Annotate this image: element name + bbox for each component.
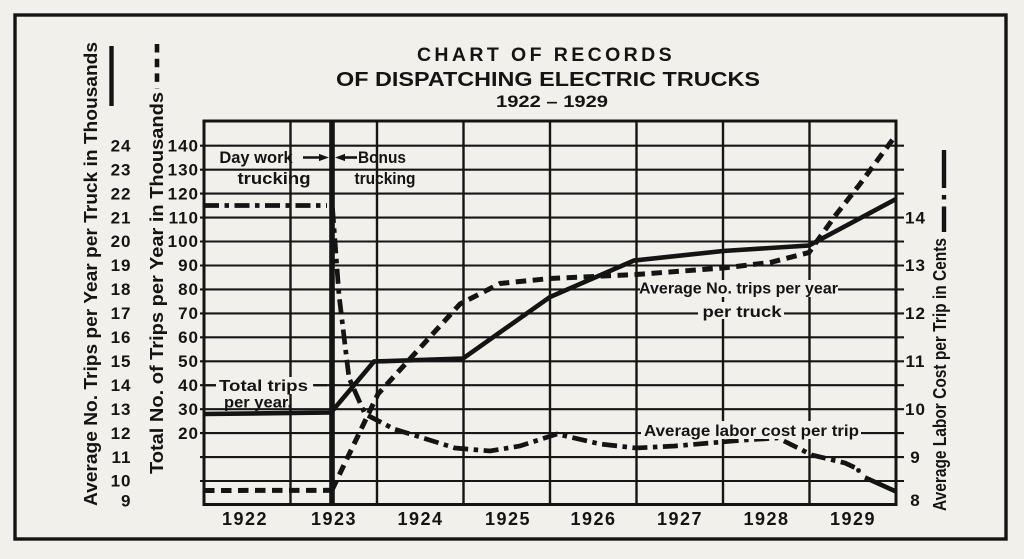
svg-text:1928: 1928: [743, 509, 789, 529]
svg-text:70: 70: [178, 304, 199, 323]
svg-text:1922: 1922: [222, 509, 268, 529]
svg-text:13: 13: [111, 400, 132, 419]
svg-text:140: 140: [168, 136, 199, 155]
svg-text:per truck: per truck: [703, 304, 782, 321]
svg-text:Average labor cost per trip: Average labor cost per trip: [644, 423, 859, 440]
svg-text:1929: 1929: [830, 509, 876, 529]
svg-text:Total No. of Trips per Year in: Total No. of Trips per Year in Thousands: [146, 92, 167, 474]
svg-text:30: 30: [178, 400, 199, 419]
svg-text:trucking: trucking: [355, 170, 416, 188]
svg-text:Day work: Day work: [219, 149, 293, 167]
svg-text:17: 17: [111, 304, 132, 323]
svg-text:12: 12: [111, 424, 132, 443]
svg-text:9: 9: [121, 492, 131, 511]
svg-text:60: 60: [178, 328, 199, 347]
svg-text:10: 10: [905, 400, 926, 419]
svg-text:8: 8: [910, 491, 920, 510]
svg-text:OF DISPATCHING ELECTRIC TRUCKS: OF DISPATCHING ELECTRIC TRUCKS: [336, 68, 760, 91]
svg-text:1923: 1923: [311, 509, 357, 529]
svg-text:120: 120: [168, 184, 199, 203]
svg-text:20: 20: [111, 232, 132, 251]
svg-text:9: 9: [910, 448, 920, 467]
svg-text:Average Labor Cost per Trip in: Average Labor Cost per Trip in Cents: [930, 238, 950, 511]
svg-text:50: 50: [178, 352, 199, 371]
svg-text:14: 14: [111, 376, 132, 395]
svg-text:Average No. trips per year: Average No. trips per year: [639, 281, 838, 298]
svg-text:130: 130: [168, 160, 199, 179]
svg-text:12: 12: [905, 304, 926, 323]
svg-text:1925: 1925: [485, 509, 531, 529]
svg-text:21: 21: [111, 208, 132, 227]
svg-text:19: 19: [111, 256, 132, 275]
svg-text:16: 16: [111, 328, 132, 347]
svg-text:CHART OF RECORDS: CHART OF RECORDS: [417, 44, 675, 66]
svg-text:80: 80: [178, 280, 199, 299]
svg-text:110: 110: [169, 208, 199, 227]
svg-text:23: 23: [111, 160, 132, 179]
svg-text:13: 13: [905, 256, 926, 275]
svg-text:100: 100: [168, 232, 199, 251]
svg-text:15: 15: [111, 352, 132, 371]
svg-text:22: 22: [111, 184, 132, 203]
svg-text:14: 14: [905, 208, 926, 227]
svg-text:Total trips: Total trips: [219, 378, 308, 395]
svg-text:1926: 1926: [570, 509, 616, 529]
svg-text:20: 20: [178, 424, 199, 443]
svg-text:18: 18: [111, 280, 132, 299]
svg-text:1924: 1924: [397, 509, 443, 529]
svg-text:trucking: trucking: [238, 170, 311, 188]
svg-text:10: 10: [111, 472, 132, 491]
svg-text:11: 11: [112, 448, 132, 467]
svg-text:1922 – 1929: 1922 – 1929: [496, 92, 608, 111]
svg-text:40: 40: [178, 376, 199, 395]
svg-text:11: 11: [906, 352, 926, 371]
svg-text:24: 24: [111, 136, 132, 155]
svg-text:90: 90: [178, 256, 199, 275]
svg-text:1927: 1927: [657, 509, 703, 529]
svg-text:Bonus: Bonus: [358, 149, 406, 167]
svg-text:per year,: per year,: [224, 395, 292, 412]
svg-text:Average No. Trips per Year per: Average No. Trips per Year per Truck in …: [80, 42, 101, 506]
